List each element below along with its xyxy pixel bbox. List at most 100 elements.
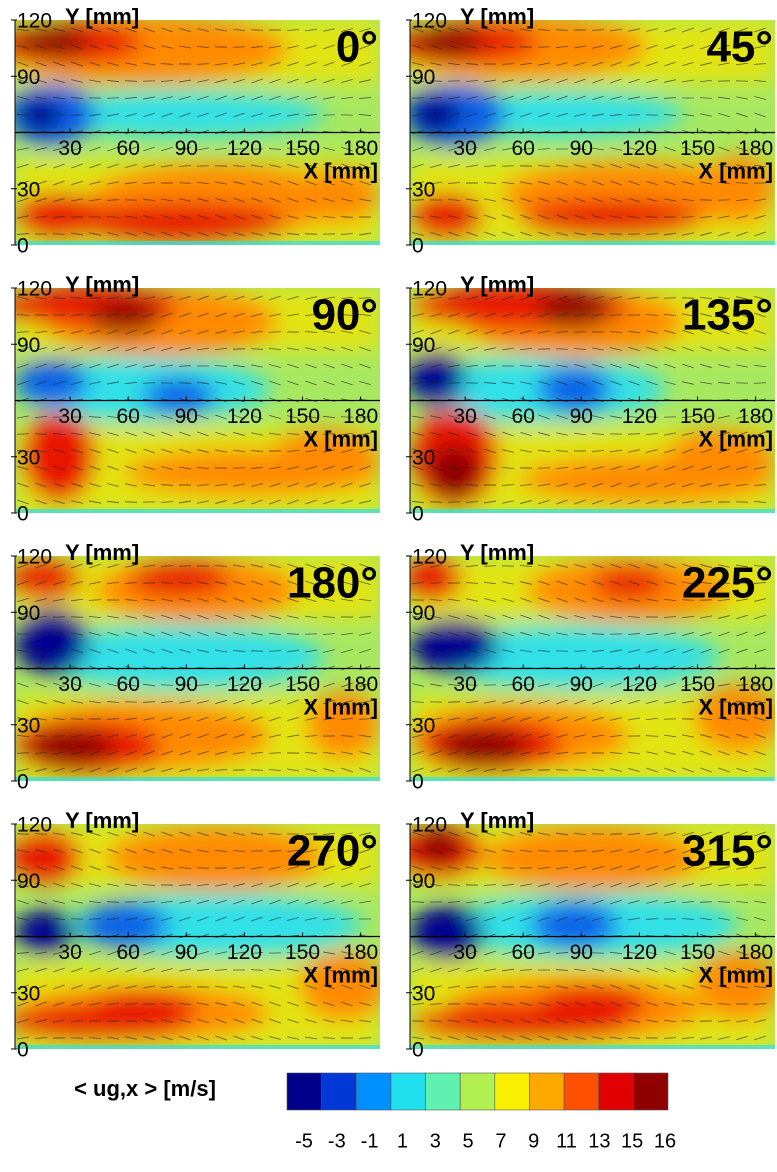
vector xyxy=(501,484,515,486)
field-blob xyxy=(88,990,198,1027)
vector xyxy=(628,197,640,203)
vector xyxy=(89,313,101,317)
vector xyxy=(53,967,65,973)
vector xyxy=(269,414,281,420)
vector xyxy=(412,431,424,437)
colorbar-segment xyxy=(529,1072,565,1111)
vector xyxy=(573,768,587,772)
vector xyxy=(179,900,191,904)
vector xyxy=(35,28,47,32)
vector xyxy=(520,112,532,118)
vector xyxy=(700,865,712,871)
vector xyxy=(341,563,353,569)
vector xyxy=(197,449,209,453)
vector xyxy=(35,699,47,705)
vector xyxy=(610,865,622,871)
vector xyxy=(754,96,766,100)
vector xyxy=(592,563,604,569)
vector xyxy=(502,597,514,603)
vector xyxy=(323,598,335,602)
x-tick-label: 120 xyxy=(622,673,657,696)
vector xyxy=(197,649,209,653)
vector xyxy=(305,415,317,419)
vector xyxy=(555,466,569,470)
vector xyxy=(484,631,496,637)
vector xyxy=(502,329,514,335)
vector xyxy=(538,951,550,955)
vector xyxy=(465,63,479,65)
vector xyxy=(304,314,318,316)
vector xyxy=(323,180,335,186)
vector xyxy=(88,918,102,920)
vector xyxy=(340,296,354,300)
vector xyxy=(286,232,300,236)
vector xyxy=(466,448,478,454)
vector xyxy=(465,1003,479,1005)
vector xyxy=(269,164,281,168)
vector xyxy=(682,581,694,585)
vector xyxy=(341,951,353,955)
colorbar-label: < ug,x > [m/s] xyxy=(74,1076,216,1101)
vector xyxy=(664,648,676,654)
vector xyxy=(89,632,101,636)
vector xyxy=(502,449,514,453)
vector xyxy=(197,849,209,853)
vector xyxy=(754,700,766,704)
field-blob xyxy=(702,155,775,223)
vector xyxy=(753,582,767,584)
y-tick-label: 120 xyxy=(412,546,447,569)
vector xyxy=(305,215,317,219)
field-blob xyxy=(33,625,326,689)
vector xyxy=(323,717,335,721)
vector xyxy=(502,95,514,101)
vector xyxy=(484,716,496,722)
vector xyxy=(197,414,209,420)
vector xyxy=(197,614,209,620)
vector xyxy=(215,883,227,887)
vector xyxy=(628,147,640,151)
y-tick-label: 120 xyxy=(412,278,447,301)
vector xyxy=(538,899,550,905)
vector xyxy=(754,900,766,904)
vector xyxy=(233,614,245,620)
vector xyxy=(447,701,461,703)
panel-title: 270° xyxy=(287,827,378,876)
vector xyxy=(323,951,335,955)
vector xyxy=(251,580,263,586)
vector xyxy=(753,63,767,65)
vector xyxy=(754,414,766,420)
vector xyxy=(16,331,30,333)
vector xyxy=(430,415,442,419)
vector xyxy=(88,416,102,418)
vector xyxy=(682,831,694,837)
vector xyxy=(592,699,604,705)
vector xyxy=(556,632,568,636)
vector xyxy=(304,951,318,955)
vector xyxy=(754,296,766,300)
vector xyxy=(125,483,137,487)
vector xyxy=(717,598,731,602)
vector xyxy=(305,580,317,586)
vector xyxy=(700,346,712,352)
y-tick-label: 0 xyxy=(17,235,29,258)
vector xyxy=(233,231,245,237)
vector xyxy=(699,701,713,703)
vector xyxy=(305,682,317,688)
vector xyxy=(52,216,66,218)
vector xyxy=(681,216,695,218)
vector xyxy=(323,346,335,352)
vector xyxy=(53,882,65,888)
vector xyxy=(592,180,604,186)
vector xyxy=(538,597,550,603)
vector xyxy=(448,96,460,100)
vector xyxy=(233,1035,245,1041)
vector xyxy=(538,1035,550,1041)
vector xyxy=(125,465,137,471)
vector xyxy=(179,831,191,837)
vector xyxy=(411,718,425,720)
vector xyxy=(89,648,101,654)
vector xyxy=(700,62,712,66)
vector xyxy=(574,95,586,101)
y-axis-label: Y [mm] xyxy=(65,272,139,297)
vector xyxy=(646,180,658,186)
